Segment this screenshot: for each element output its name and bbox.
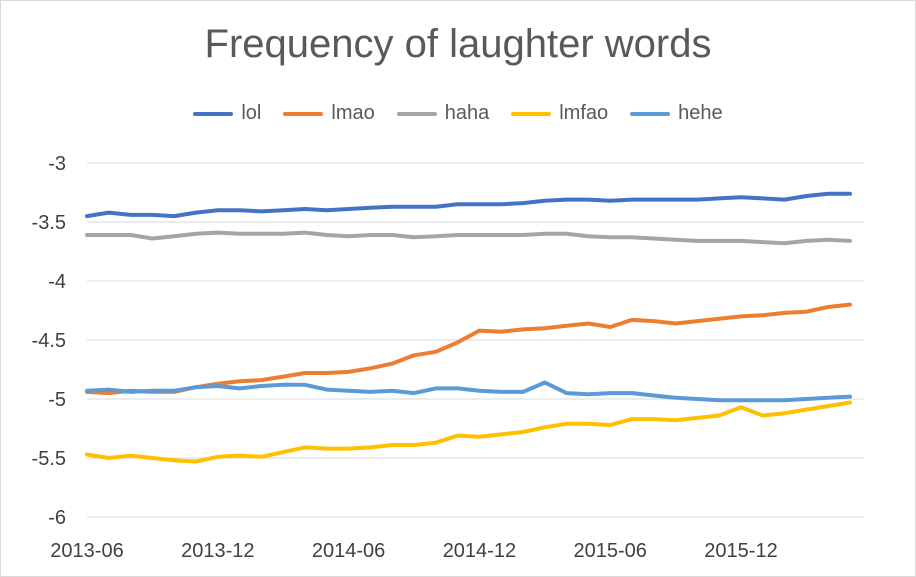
- x-tick-label: 2014-12: [443, 540, 516, 562]
- x-tick-label: 2014-06: [312, 540, 385, 562]
- legend-swatch-haha: [396, 111, 437, 116]
- series-line-hehe: [85, 380, 852, 403]
- y-tick-label: -6: [48, 507, 66, 529]
- legend-item-haha: haha: [396, 102, 490, 125]
- series-line-haha: [85, 230, 852, 246]
- legend-item-lmao: lmao: [283, 102, 375, 125]
- legend-swatch-lmfao: [511, 111, 552, 116]
- legend-label-haha: haha: [444, 102, 490, 124]
- legend-item-hehe: hehe: [630, 102, 723, 125]
- x-tick-label: 2015-12: [704, 540, 777, 562]
- y-tick-label: -4.5: [32, 330, 66, 352]
- series-line-lmfao: [85, 400, 852, 464]
- y-tick-label: -4: [48, 271, 66, 293]
- x-tick-label: 2013-06: [50, 540, 123, 562]
- legend-label-lmao: lmao: [331, 102, 375, 124]
- series-line-lmao: [85, 302, 852, 396]
- y-tick-label: -5: [48, 389, 66, 411]
- y-tick-label: -3: [48, 153, 66, 175]
- chart-title: Frequency of laughter words: [204, 22, 712, 66]
- legend-item-lol: lol: [193, 102, 261, 125]
- legend-swatch-lol: [193, 111, 234, 116]
- legend-swatch-hehe: [630, 111, 671, 116]
- legend-label-lmfao: lmfao: [559, 102, 609, 124]
- legend-label-lol: lol: [241, 102, 262, 124]
- legend-label-hehe: hehe: [678, 102, 723, 124]
- series-line-lol: [85, 191, 852, 219]
- x-tick-label: 2013-12: [181, 540, 254, 562]
- y-tick-label: -3.5: [32, 212, 66, 234]
- legend-swatch-lmao: [283, 111, 324, 116]
- legend-item-lmfao: lmfao: [511, 102, 608, 125]
- y-tick-label: -5.5: [32, 448, 66, 470]
- x-tick-label: 2015-06: [573, 540, 646, 562]
- chart-legend: lol lmao haha lmfao hehe: [0, 102, 916, 125]
